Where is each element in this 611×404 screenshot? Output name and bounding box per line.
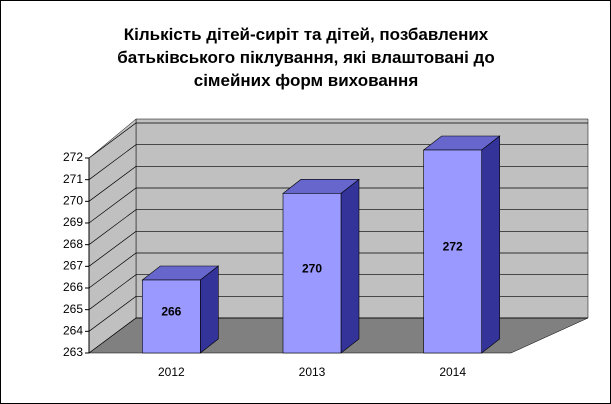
bar-side [481,135,500,354]
value-label: 266 [161,305,181,319]
bar [282,193,342,354]
x-tick-label: 2013 [299,365,326,379]
y-tick-label: 271 [63,172,83,186]
grid-line [88,122,588,159]
x-tick-label: 2014 [439,365,466,379]
bar-side [340,178,360,354]
y-tick-label: 270 [63,194,83,208]
x-tick-label: 2012 [158,365,185,379]
side-wall [88,118,137,354]
y-tick-label: 267 [63,259,83,273]
chart-title: Кількість дітей-сиріт та дітей, позбавле… [117,25,495,90]
bar [142,279,201,354]
y-tick-label: 264 [63,324,83,338]
y-tick-label: 268 [63,237,83,251]
y-tick-label: 265 [63,302,83,316]
bar [423,149,482,354]
bar-side [200,265,219,354]
y-tick-label: 269 [63,215,83,229]
value-label: 272 [443,240,463,254]
value-label: 270 [302,261,322,275]
y-tick-label: 266 [63,280,83,294]
y-tick-label: 263 [63,345,83,359]
y-tick-label: 272 [63,150,83,164]
